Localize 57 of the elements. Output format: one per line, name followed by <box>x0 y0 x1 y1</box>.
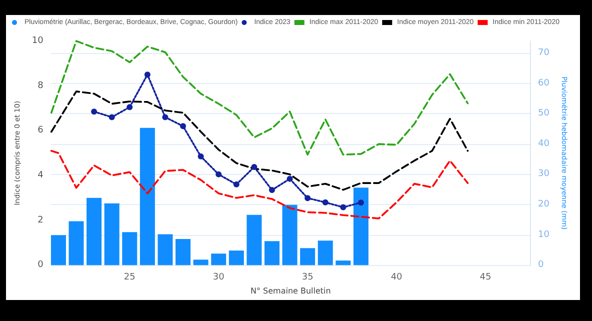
point <box>198 153 204 160</box>
bar <box>336 260 351 266</box>
y-tick-label: 8 <box>38 80 44 91</box>
y2-tick-label: 10 <box>538 230 550 240</box>
bar <box>211 254 226 266</box>
point <box>126 104 133 110</box>
point <box>251 164 258 170</box>
bar <box>318 240 333 266</box>
bar <box>122 232 138 266</box>
point <box>304 195 311 202</box>
line-series <box>50 40 469 156</box>
point <box>91 108 98 115</box>
bar <box>193 260 208 266</box>
bar <box>353 188 368 266</box>
bar <box>104 203 120 266</box>
point <box>108 114 115 120</box>
y2-tick-label: 0 <box>538 260 544 270</box>
bar <box>300 248 316 266</box>
bar <box>282 204 298 266</box>
x-tick-label: 40 <box>390 272 403 283</box>
bar <box>264 241 280 266</box>
y2-tick-label: 40 <box>538 138 550 149</box>
y2-tick-label: 50 <box>538 108 550 119</box>
y-tick-label: 10 <box>32 36 44 46</box>
bar <box>228 250 244 266</box>
point <box>286 176 293 182</box>
x-tick-label: 35 <box>302 272 314 283</box>
y2-tick-label: 20 <box>538 200 550 210</box>
bar <box>50 235 66 266</box>
x-tick-label: 25 <box>124 272 136 283</box>
point <box>216 171 222 178</box>
x-tick-label: 30 <box>212 272 225 283</box>
y-tick-label: 4 <box>38 170 44 180</box>
bar <box>68 221 84 266</box>
line-series <box>50 150 469 220</box>
bar <box>158 234 173 266</box>
bar <box>176 239 191 266</box>
y2-tick-label: 60 <box>538 78 550 88</box>
y2-tick-label: 70 <box>538 48 550 58</box>
point <box>162 114 168 120</box>
point <box>233 181 240 188</box>
point <box>340 204 346 210</box>
y-tick-label: 2 <box>38 215 44 226</box>
y2-tick-label: 30 <box>538 169 550 180</box>
point <box>322 199 328 206</box>
y-tick-label: 0 <box>38 260 44 270</box>
bar <box>86 198 102 266</box>
y-tick-label: 6 <box>38 126 44 136</box>
point <box>269 187 275 194</box>
bar <box>140 128 155 266</box>
point <box>144 72 150 78</box>
line-series <box>50 90 469 191</box>
x-axis-title: N° Semaine Bulletin <box>250 286 331 296</box>
x-tick-label: 45 <box>480 272 492 283</box>
point <box>358 200 364 206</box>
point <box>180 123 186 130</box>
bar <box>246 214 262 266</box>
